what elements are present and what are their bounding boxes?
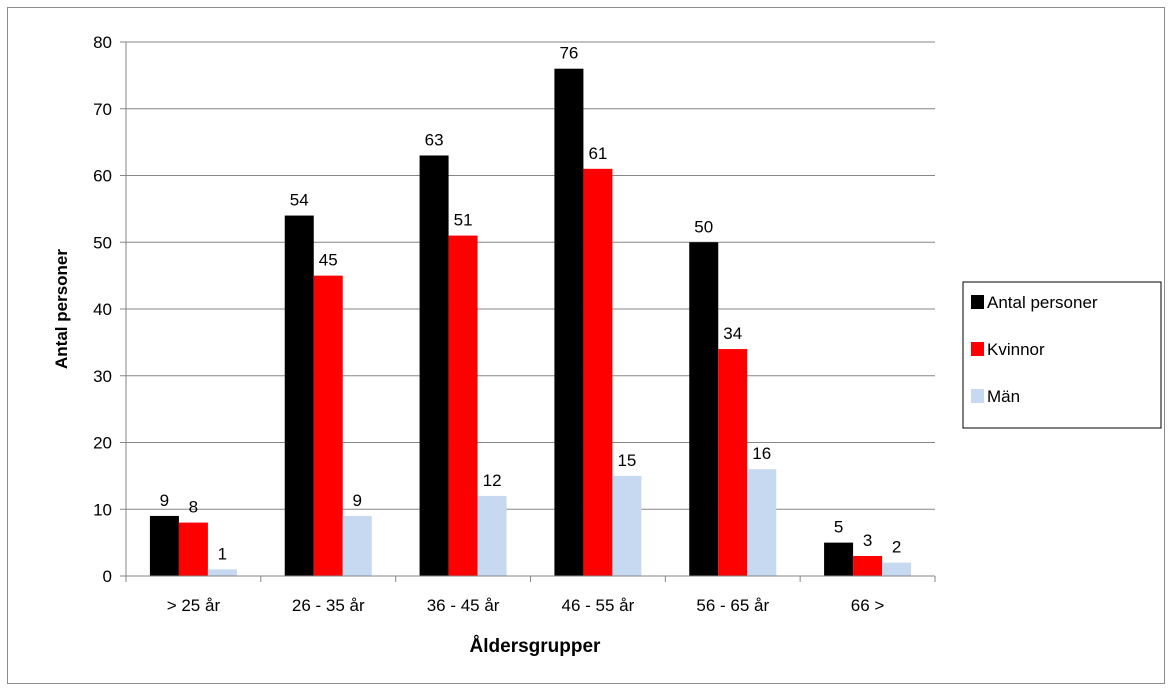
- legend-swatch: [971, 389, 984, 403]
- x-tick-label: 66 >: [851, 596, 885, 615]
- x-axis-title: Åldersgrupper: [470, 636, 602, 657]
- y-axis-title: Antal personer: [52, 249, 71, 369]
- data-label: 2: [892, 538, 901, 557]
- bar: [689, 242, 719, 576]
- y-tick-label: 0: [103, 567, 112, 586]
- data-label: 9: [353, 491, 362, 510]
- bar: [207, 569, 237, 576]
- data-label: 5: [834, 518, 843, 537]
- x-tick-label: 26 - 35 år: [292, 596, 365, 615]
- data-label: 76: [559, 44, 578, 63]
- bar: [149, 515, 179, 576]
- bars: [149, 68, 912, 577]
- y-tick-label: 10: [93, 500, 112, 519]
- x-axis-ticks: > 25 år 26 - 35 år 36 - 45 år 46 - 55 år 56 …: [125, 576, 936, 615]
- x-tick-label: 56 - 65 år: [696, 596, 769, 615]
- bar: [313, 275, 343, 576]
- data-label: 61: [588, 144, 607, 163]
- legend-swatch: [971, 295, 984, 309]
- data-label: 54: [290, 191, 309, 210]
- bar: [718, 349, 748, 576]
- y-tick-label: 80: [93, 33, 112, 52]
- legend-label: Män: [987, 387, 1020, 406]
- legend-label: Antal personer: [987, 293, 1098, 312]
- gridlines: [126, 41, 935, 510]
- bar: [342, 515, 372, 576]
- bar: [554, 68, 584, 576]
- data-label: 16: [752, 444, 771, 463]
- y-tick-label: 20: [93, 434, 112, 453]
- bar: [747, 469, 777, 576]
- data-label: 3: [863, 531, 872, 550]
- bar: [853, 555, 883, 576]
- data-label: 50: [694, 217, 713, 236]
- x-tick-label: 46 - 55 år: [562, 596, 635, 615]
- bar: [882, 562, 912, 576]
- data-label: 34: [723, 324, 742, 343]
- data-label: 45: [319, 251, 338, 270]
- bar: [612, 475, 642, 576]
- legend-box: [962, 281, 1162, 429]
- x-tick-label: > 25 år: [167, 596, 221, 615]
- y-tick-label: 40: [93, 300, 112, 319]
- bar: [477, 495, 507, 576]
- y-tick-label: 60: [93, 167, 112, 186]
- data-label: 15: [617, 451, 636, 470]
- data-label: 51: [454, 211, 473, 230]
- data-label: 12: [483, 471, 502, 490]
- data-label: 9: [160, 491, 169, 510]
- bar: [583, 168, 613, 576]
- y-tick-label: 70: [93, 100, 112, 119]
- legend: Antal personer Kvinnor Män: [962, 281, 1162, 429]
- bar: [419, 155, 449, 576]
- data-label: 8: [189, 498, 198, 517]
- x-tick-label: 36 - 45 år: [427, 596, 500, 615]
- y-tick-label: 50: [93, 233, 112, 252]
- data-label: 1: [218, 544, 227, 563]
- data-label: 63: [425, 130, 444, 149]
- bar: [284, 215, 314, 577]
- bar: [178, 522, 208, 576]
- bar: [448, 235, 478, 576]
- bar: [824, 542, 854, 576]
- y-tick-label: 30: [93, 367, 112, 386]
- legend-swatch: [971, 342, 984, 356]
- data-labels: 9 8 1 54 45 9 63 51 12 76 61 15 50 34 16 5 3 2: [160, 44, 902, 564]
- y-axis-ticks: 0 10 20 30 40 50 60 70 80: [93, 33, 126, 586]
- chart-frame: [7, 7, 1165, 684]
- legend-label: Kvinnor: [987, 340, 1045, 359]
